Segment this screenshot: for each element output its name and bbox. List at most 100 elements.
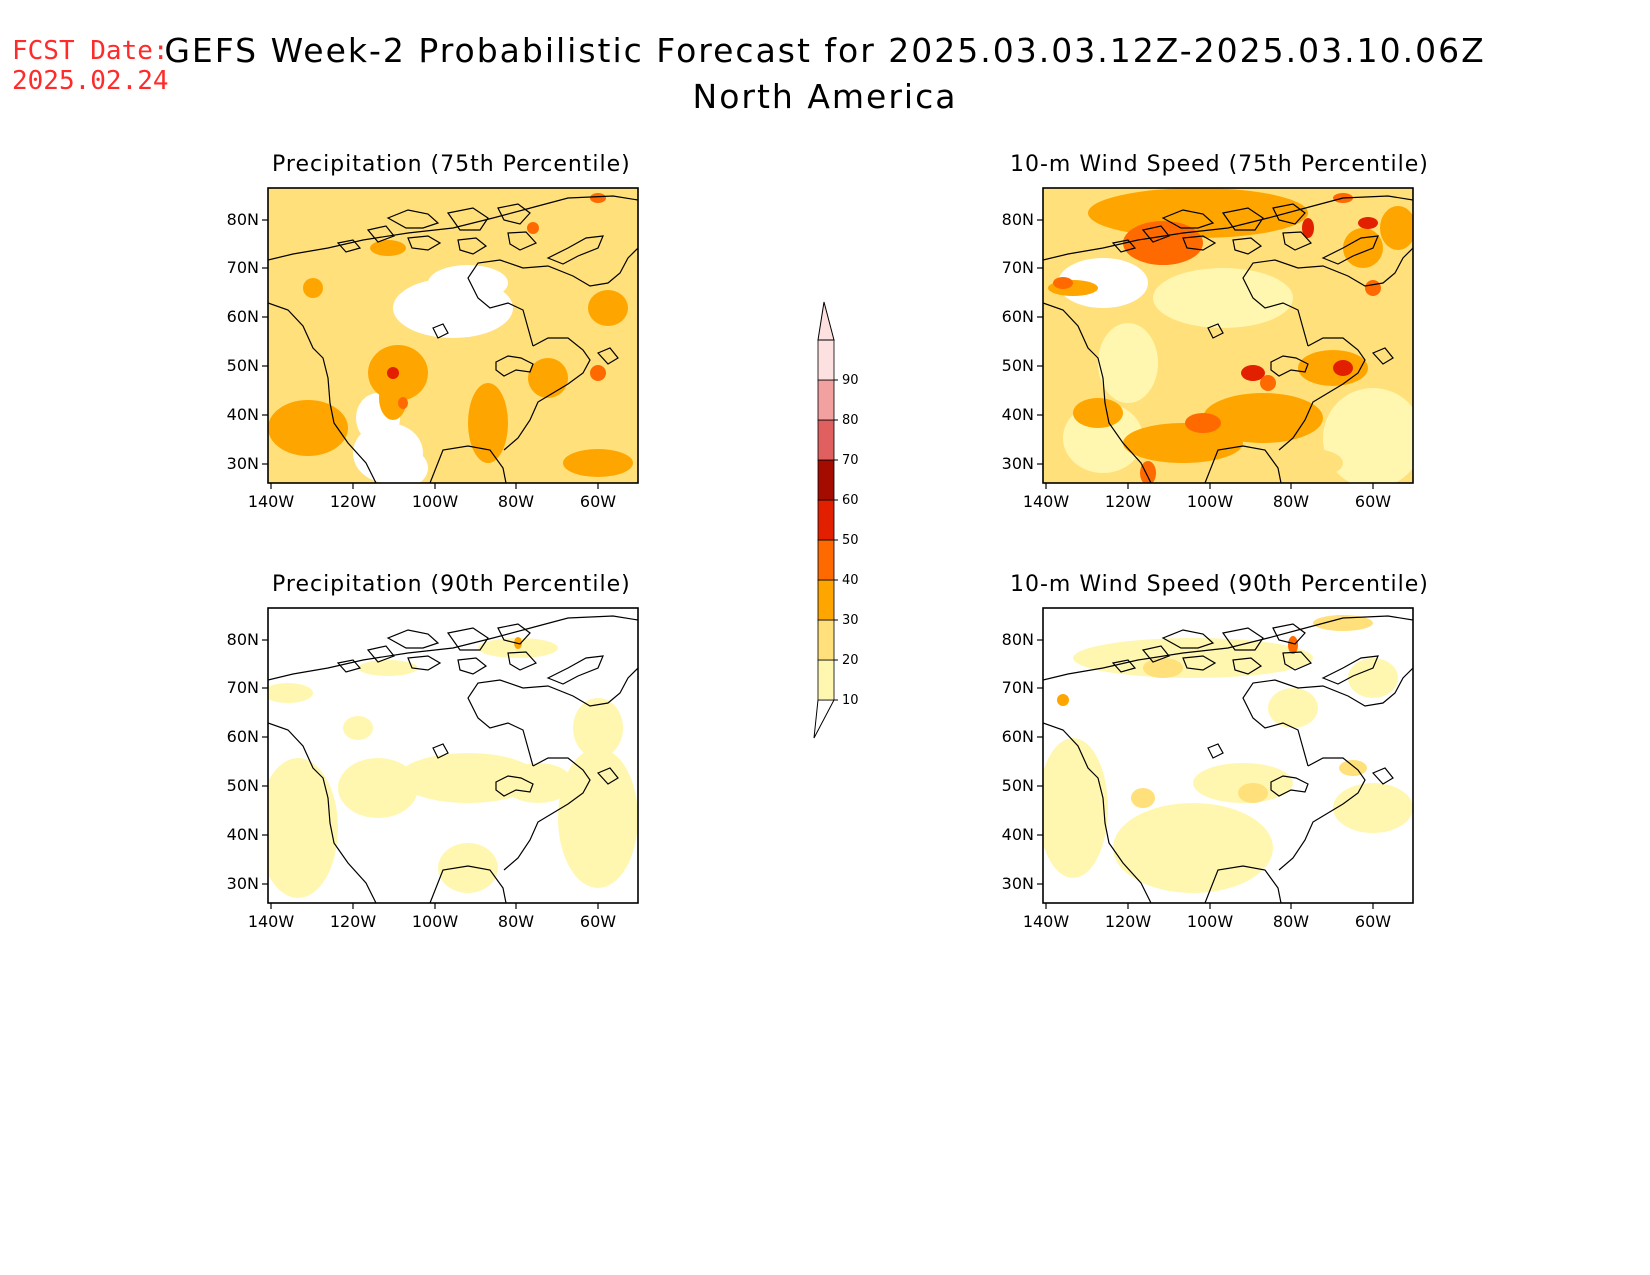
coastline-path bbox=[366, 645, 395, 663]
coastline-path bbox=[407, 655, 442, 671]
probability-contour bbox=[503, 763, 573, 803]
coastline-path bbox=[268, 722, 377, 903]
probability-contour bbox=[338, 758, 418, 818]
colorbar-high-triangle bbox=[817, 301, 835, 341]
lon-label: 120W bbox=[330, 492, 377, 511]
coastline-path bbox=[503, 757, 591, 871]
region-subtitle: North America bbox=[692, 77, 958, 116]
coastline-path bbox=[1242, 667, 1413, 767]
probability-contour bbox=[1098, 323, 1158, 403]
coastline-path bbox=[507, 651, 538, 671]
colorbar-segment bbox=[817, 619, 835, 661]
lat-label: 50N bbox=[1002, 776, 1034, 795]
probability-contour bbox=[1380, 206, 1413, 250]
probability-contour bbox=[1073, 638, 1313, 678]
probability-contour bbox=[1348, 658, 1398, 698]
coastline-path bbox=[1043, 195, 1413, 261]
colorbar-label: 50 bbox=[842, 533, 859, 548]
lon-label: 100W bbox=[1187, 912, 1234, 931]
coastline-path bbox=[1111, 659, 1137, 673]
probability-contour bbox=[1288, 636, 1298, 654]
lat-label: 50N bbox=[227, 776, 259, 795]
probability-contour bbox=[573, 698, 623, 758]
coastline-path bbox=[429, 865, 507, 903]
probability-contour bbox=[398, 397, 408, 409]
coastline-path bbox=[596, 347, 619, 365]
coastline-path bbox=[1278, 757, 1366, 871]
probability-contour bbox=[590, 365, 606, 381]
coastline-path bbox=[386, 209, 440, 229]
lat-label: 40N bbox=[1002, 405, 1034, 424]
map-field bbox=[1043, 608, 1413, 903]
coastline-path bbox=[336, 659, 362, 673]
map-field bbox=[268, 188, 638, 483]
lon-label: 140W bbox=[1023, 492, 1070, 511]
lon-label: 120W bbox=[330, 912, 377, 931]
colorbar-segment bbox=[817, 339, 835, 381]
colorbar-label: 80 bbox=[842, 413, 859, 428]
coastline bbox=[268, 615, 638, 903]
coastline-path bbox=[268, 615, 638, 681]
coastline-path bbox=[1270, 355, 1309, 377]
probability-contour bbox=[268, 400, 348, 456]
probability-contour bbox=[343, 716, 373, 740]
lat-label: 60N bbox=[1002, 307, 1034, 326]
lat-label: 30N bbox=[1002, 874, 1034, 893]
lon-label: 60W bbox=[1355, 912, 1391, 931]
probability-contour bbox=[558, 748, 638, 888]
coastline-path bbox=[1204, 445, 1282, 483]
lon-label: 100W bbox=[412, 492, 459, 511]
coastline-path bbox=[546, 655, 604, 685]
map-precip-90: 80N 70N 60N 50N 40N 30N 140W 120W 100W 80W 60W bbox=[227, 607, 639, 931]
coastline-path bbox=[1182, 235, 1217, 251]
coastline-path bbox=[268, 302, 377, 483]
coastline-path bbox=[407, 235, 442, 251]
coastline-path bbox=[432, 743, 449, 759]
coastline-path bbox=[429, 445, 507, 483]
probability-contour bbox=[1123, 221, 1203, 265]
coastline-path bbox=[546, 235, 604, 265]
probability-contour bbox=[1143, 658, 1183, 678]
lon-label: 140W bbox=[248, 912, 295, 931]
colorbar-segment bbox=[817, 579, 835, 621]
coastline-path bbox=[1043, 722, 1152, 903]
probability-contour bbox=[268, 758, 338, 898]
probability-contour bbox=[528, 358, 568, 398]
colorbar-segment bbox=[817, 419, 835, 461]
forecast-date-label: FCST Date: bbox=[12, 36, 169, 66]
lat-label: 40N bbox=[227, 405, 259, 424]
probability-contour bbox=[1268, 688, 1318, 728]
probability-contour bbox=[1185, 413, 1221, 433]
coastline-path bbox=[336, 239, 362, 253]
coastline-path bbox=[268, 195, 638, 261]
colorbar-label: 30 bbox=[842, 613, 859, 628]
colorbar-label: 10 bbox=[842, 693, 859, 708]
coastline-path bbox=[432, 323, 449, 339]
coastline-path bbox=[1161, 629, 1215, 649]
lat-label: 50N bbox=[227, 356, 259, 375]
coastline-path bbox=[1232, 237, 1263, 255]
colorbar: 10 20 30 40 50 60 70 80 90 bbox=[813, 301, 859, 739]
coastline-path bbox=[596, 767, 619, 785]
colorbar-segment bbox=[817, 659, 835, 701]
coastline-path bbox=[497, 623, 531, 645]
coastline bbox=[268, 195, 638, 483]
map-frame bbox=[267, 187, 639, 484]
coastline-path bbox=[1232, 657, 1263, 675]
coastline-path bbox=[386, 629, 440, 649]
colorbar-segment bbox=[817, 499, 835, 541]
panel-title-wind-75: 10-m Wind Speed (75th Percentile) bbox=[1010, 152, 1429, 177]
coastline-path bbox=[1221, 627, 1264, 651]
map-wind-75: 80N 70N 60N 50N 40N 30N 140W 120W 100W 80W 60W bbox=[1002, 187, 1414, 511]
lon-label: 80W bbox=[1273, 912, 1309, 931]
map-frame bbox=[267, 607, 639, 904]
lat-label: 70N bbox=[227, 258, 259, 277]
probability-contour bbox=[398, 753, 538, 803]
lat-label: 60N bbox=[1002, 727, 1034, 746]
lon-label: 60W bbox=[580, 912, 616, 931]
coastline-path bbox=[1282, 651, 1313, 671]
probability-contour bbox=[590, 193, 606, 203]
lon-label: 140W bbox=[248, 492, 295, 511]
forecast-date-block: FCST Date: 2025.02.24 bbox=[12, 36, 169, 96]
map-frame bbox=[1042, 607, 1414, 904]
